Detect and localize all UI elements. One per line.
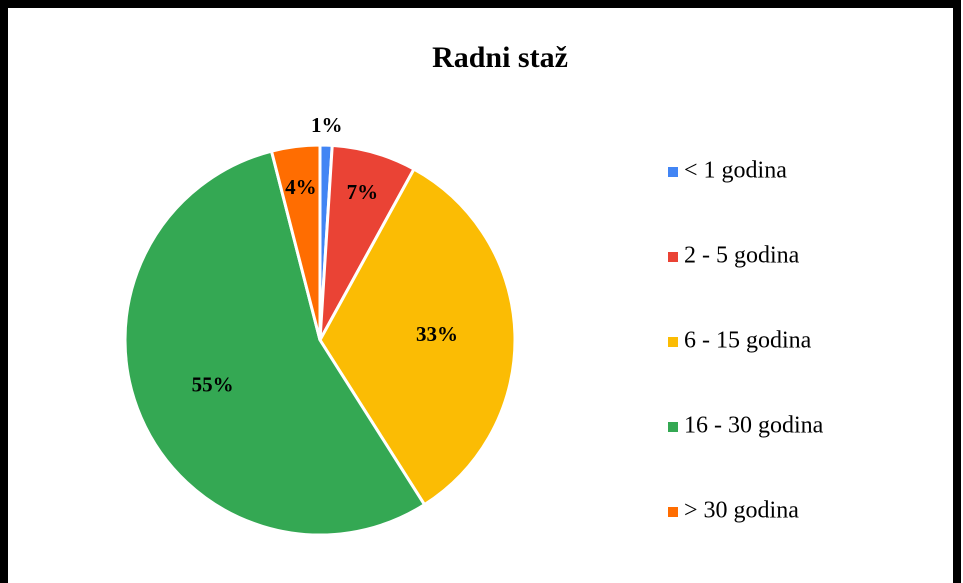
- legend-label: 6 - 15 godina: [684, 328, 812, 354]
- data-label: 1%: [311, 113, 343, 137]
- data-label: 4%: [285, 175, 317, 199]
- data-label: 33%: [416, 322, 458, 346]
- data-label: 55%: [192, 372, 234, 396]
- legend-label: 16 - 30 godina: [684, 413, 824, 439]
- legend-label: 2 - 5 godina: [684, 243, 800, 269]
- legend-swatch: [668, 252, 678, 262]
- legend-label: > 30 godina: [684, 498, 799, 524]
- legend-swatch: [668, 507, 678, 517]
- pie-slice: [269, 143, 322, 341]
- pie-slice: [123, 149, 427, 537]
- chart-title: Radni staž: [432, 41, 568, 74]
- pie-slice: [318, 167, 517, 507]
- legend-swatch: [668, 167, 678, 177]
- legend-label: < 1 godina: [684, 158, 787, 184]
- data-label: 7%: [347, 180, 379, 204]
- legend-swatch: [668, 422, 678, 432]
- legend-swatch: [668, 337, 678, 347]
